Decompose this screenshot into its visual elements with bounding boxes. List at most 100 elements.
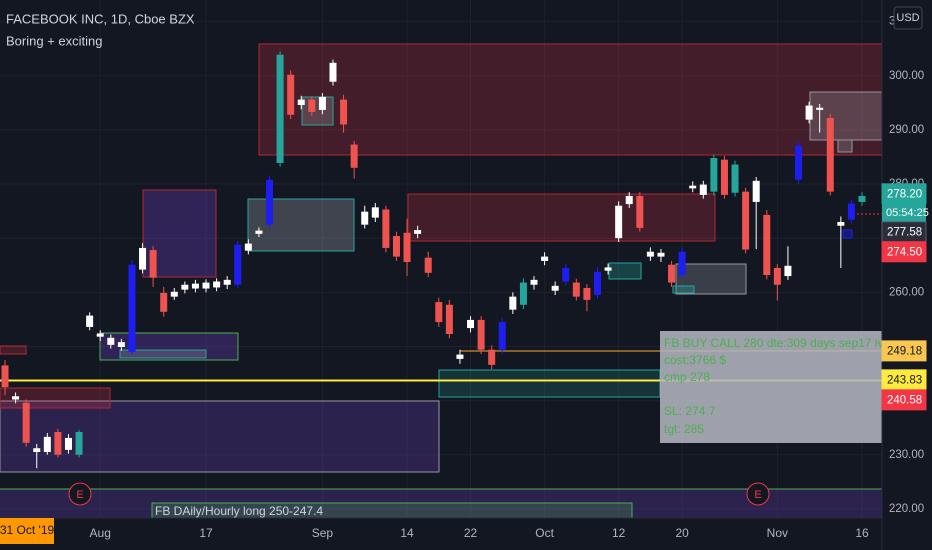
zone — [0, 345, 27, 355]
candle-body — [615, 205, 623, 239]
note-line: cost:3766 $ — [664, 353, 726, 367]
candle-body — [128, 264, 136, 352]
price-labels: 278.20 05:54:25 277.58 274.50 249.18 243.83 24… — [881, 183, 929, 411]
candle-body — [414, 230, 422, 234]
y-tick-label: 260.00 — [889, 286, 924, 298]
candle-body — [382, 209, 390, 248]
x-tick-label: Oct — [535, 526, 554, 540]
candle-body — [170, 291, 178, 297]
candle-body — [593, 271, 601, 296]
candle-body — [541, 256, 549, 261]
candle-body — [519, 282, 527, 305]
candle-body — [1, 365, 9, 388]
candle-body — [435, 302, 443, 323]
earnings-marker[interactable] — [746, 482, 770, 506]
candle-body — [689, 185, 697, 189]
candle-body — [64, 437, 72, 450]
candle-body — [837, 221, 845, 226]
candle-body — [467, 319, 475, 329]
note-box: FB BUY CALL 280 dte:309 days sep17 iv% 3… — [660, 331, 904, 443]
candle-body — [308, 99, 316, 113]
candle-body — [657, 252, 665, 257]
note-line: SL: 274.7 — [664, 404, 716, 418]
chart-subtitle: Boring + exciting — [6, 33, 102, 48]
earnings-marker[interactable] — [68, 482, 92, 506]
x-tick-label: 14 — [400, 526, 414, 540]
x-tick-label: 17 — [199, 526, 213, 540]
earnings-label: E — [76, 489, 83, 501]
candle-body — [509, 296, 517, 310]
candle-body — [392, 236, 400, 257]
zone — [258, 43, 882, 156]
candle-body — [329, 62, 337, 82]
zone — [672, 285, 695, 294]
candle-body — [445, 304, 453, 335]
y-tick-label: 230.00 — [889, 449, 924, 461]
candle-body — [371, 207, 379, 218]
candle-body — [604, 267, 612, 271]
price-label-box — [881, 389, 927, 411]
candle-body — [858, 195, 866, 202]
price-label: 278.20 — [887, 188, 922, 200]
candle-body — [477, 319, 485, 350]
x-tick-label: Nov — [767, 526, 788, 540]
crosshair-date-box — [0, 518, 54, 544]
price-label: 240.58 — [887, 394, 922, 406]
y-axis-background — [882, 0, 932, 550]
zone — [438, 369, 661, 398]
zone — [842, 229, 853, 239]
candle-body — [297, 99, 305, 106]
zone — [608, 262, 642, 280]
candle-body — [816, 107, 824, 110]
candle-body — [96, 333, 104, 337]
x-tick-label: 16 — [855, 526, 869, 540]
candle-body — [847, 203, 855, 220]
price-label: 243.83 — [887, 374, 922, 386]
price-label: 277.58 — [887, 226, 922, 238]
candle-body — [488, 349, 496, 365]
candle-body — [668, 264, 676, 283]
x-tick-label: 20 — [675, 526, 689, 540]
candle-body — [403, 232, 411, 263]
x-axis-background — [0, 518, 882, 550]
note-background — [660, 331, 882, 443]
price-label: 249.18 — [887, 345, 922, 357]
candle-body — [583, 287, 591, 300]
candle-body — [710, 158, 718, 192]
candle-body — [340, 99, 348, 125]
candle-body — [75, 431, 83, 455]
candles — [1, 51, 866, 469]
drawings — [0, 43, 882, 518]
candle-body — [276, 54, 284, 163]
zone — [809, 91, 882, 141]
chart-title: FACEBOOK INC, 1D, Cboe BZX — [6, 11, 195, 26]
candle-body — [625, 195, 633, 205]
candle-body — [139, 247, 147, 270]
zone — [0, 400, 440, 473]
candle-body — [43, 436, 51, 453]
candle-body — [117, 342, 125, 347]
candle-body — [551, 285, 559, 291]
candle-body — [33, 448, 41, 453]
candle-body — [107, 337, 115, 345]
countdown: 05:54:25 — [886, 207, 929, 219]
y-tick-label: 3 — [889, 16, 895, 28]
candle-body — [86, 315, 94, 327]
currency: USD — [896, 12, 919, 24]
candle-body — [456, 354, 464, 359]
zone — [675, 263, 747, 295]
candle-body — [572, 282, 580, 297]
y-tick-label: 300.00 — [889, 70, 924, 82]
candle-body — [234, 244, 242, 285]
note-line: FB BUY CALL 280 dte:309 days sep17 iv% 3 — [664, 336, 904, 350]
candle-body — [784, 265, 792, 277]
candle-body — [255, 230, 263, 234]
y-tick-label: 290.00 — [889, 124, 924, 136]
currency-button[interactable] — [893, 6, 923, 30]
y-tick-label: 220.00 — [889, 503, 924, 515]
candle-body — [318, 96, 326, 110]
candle-body — [22, 402, 30, 443]
price-label: 274.50 — [887, 246, 922, 258]
candle-body — [763, 214, 771, 275]
